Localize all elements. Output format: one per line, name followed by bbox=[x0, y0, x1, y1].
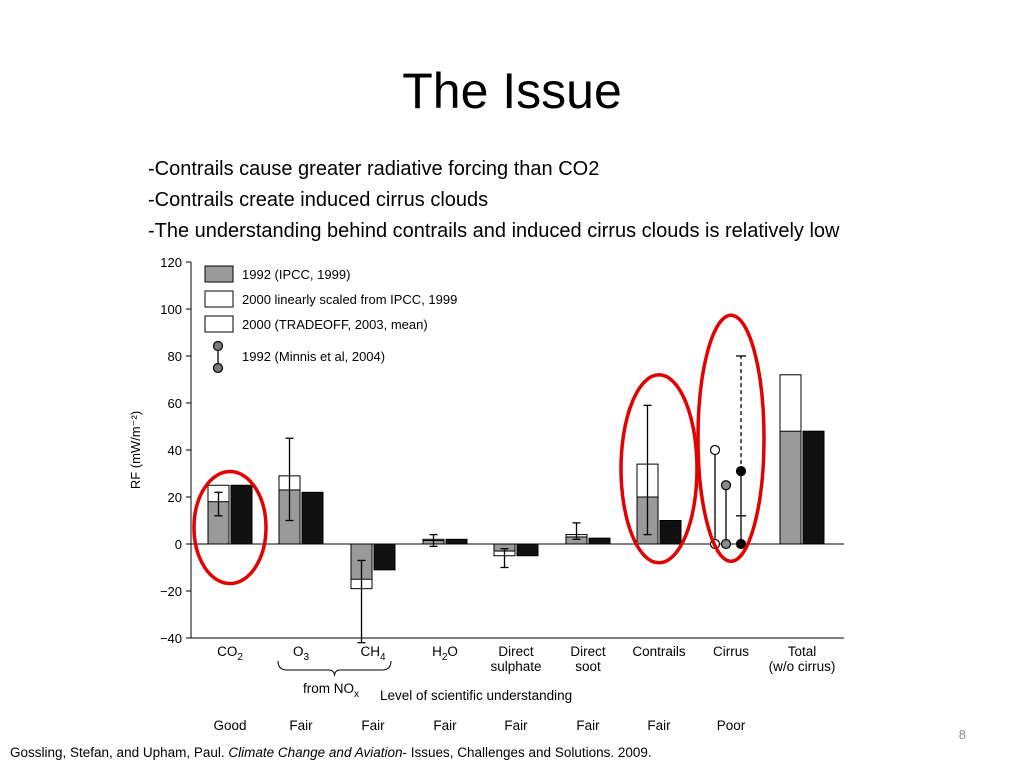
bar-2000-tradeoff bbox=[301, 491, 324, 545]
bullet-list: -Contrails cause greater radiative forci… bbox=[148, 154, 839, 247]
citation-book: Climate Change and Aviation bbox=[228, 745, 403, 760]
legend-label: 1992 (Minnis et al, 2004) bbox=[242, 349, 385, 364]
x-category-label: sulphate bbox=[490, 659, 541, 674]
slide-title: The Issue bbox=[402, 63, 622, 119]
legend-swatch bbox=[204, 315, 234, 333]
x-category-label: CH4 bbox=[360, 644, 386, 663]
level-value: Fair bbox=[361, 718, 385, 733]
level-title: Level of scientific understanding bbox=[380, 688, 572, 703]
bar-2000-tradeoff bbox=[588, 537, 611, 545]
x-category-label: (w/o cirrus) bbox=[769, 659, 836, 674]
bar-2000-tradeoff bbox=[445, 538, 468, 545]
legend-label: 2000 (TRADEOFF, 2003, mean) bbox=[242, 317, 428, 332]
rf-chart-svg: −40 −20 0 20 40 60 80 100 120 RF (mW/m⁻²) CO2 O3 CH4… bbox=[128, 255, 844, 733]
y-tick-label: 60 bbox=[168, 396, 182, 411]
cirrus-base-point bbox=[735, 538, 747, 550]
cirrus-base-point bbox=[720, 538, 732, 550]
legend-label: 1992 (IPCC, 1999) bbox=[242, 267, 350, 282]
bar-2000-tradeoff bbox=[802, 430, 825, 545]
level-value: Fair bbox=[576, 718, 600, 733]
level-value: Poor bbox=[717, 718, 746, 733]
cirrus-point bbox=[720, 480, 732, 491]
bar-1992-ipcc bbox=[779, 430, 802, 545]
level-value: Fair bbox=[647, 718, 671, 733]
bullet-item: -The understanding behind contrails and … bbox=[148, 220, 840, 242]
y-tick-label: 100 bbox=[160, 302, 182, 317]
citation-rest: - Issues, Challenges and Solutions. 2009… bbox=[402, 745, 652, 760]
highlight-co2 bbox=[192, 469, 268, 586]
level-value: Fair bbox=[504, 718, 528, 733]
citation-authors: Gossling, Stefan, and Upham, Paul. bbox=[10, 745, 229, 760]
level-value: Good bbox=[213, 718, 246, 733]
cirrus-point bbox=[709, 444, 721, 456]
y-axis-label: RF (mW/m⁻²) bbox=[128, 411, 143, 489]
x-category-label: Cirrus bbox=[713, 644, 749, 659]
bullet-item: -Contrails cause greater radiative forci… bbox=[148, 158, 600, 180]
level-value: Fair bbox=[289, 718, 313, 733]
x-category-label: O3 bbox=[293, 644, 310, 663]
x-category-label: soot bbox=[575, 659, 601, 674]
y-tick-label: 20 bbox=[168, 490, 182, 505]
x-category-label: CO2 bbox=[217, 644, 243, 663]
y-tick-label: −40 bbox=[160, 631, 182, 646]
nox-brace bbox=[277, 660, 392, 677]
y-tick-label: 0 bbox=[175, 537, 182, 552]
bar-2000-tradeoff bbox=[516, 543, 539, 557]
bar-2000-tradeoff bbox=[659, 520, 682, 545]
citation: Gossling, Stefan, and Upham, Paul. Clima… bbox=[10, 745, 652, 760]
y-tick-label: 120 bbox=[160, 255, 182, 270]
y-tick-label: 80 bbox=[168, 349, 182, 364]
slide-number: 8 bbox=[958, 727, 966, 742]
legend-minnis-top bbox=[212, 340, 224, 352]
legend-swatch bbox=[204, 265, 234, 283]
y-tick-label: −20 bbox=[160, 584, 182, 599]
x-category-label: Total bbox=[788, 644, 817, 659]
legend-minnis-bottom bbox=[212, 362, 224, 374]
nox-label: from NOx bbox=[303, 681, 359, 700]
legend-label: 2000 linearly scaled from IPCC, 1999 bbox=[242, 292, 457, 307]
x-category-label: Direct bbox=[570, 644, 606, 659]
highlight-cirrus bbox=[696, 313, 766, 563]
legend-swatch bbox=[204, 290, 234, 308]
bar-2000-tradeoff bbox=[373, 543, 396, 571]
bullet-item: -Contrails create induced cirrus clouds bbox=[148, 189, 489, 211]
bar-2000-tradeoff bbox=[230, 484, 253, 545]
x-category-label: H2O bbox=[432, 644, 458, 663]
cirrus-point bbox=[735, 466, 747, 477]
y-tick-label: 40 bbox=[168, 443, 182, 458]
level-value: Fair bbox=[433, 718, 457, 733]
highlight-contrails bbox=[619, 373, 699, 565]
x-category-label: Contrails bbox=[632, 644, 686, 659]
x-category-label: Direct bbox=[498, 644, 534, 659]
rf-chart: −40 −20 0 20 40 60 80 100 120 RF (mW/m⁻²) CO2 O3 CH4… bbox=[120, 250, 860, 745]
